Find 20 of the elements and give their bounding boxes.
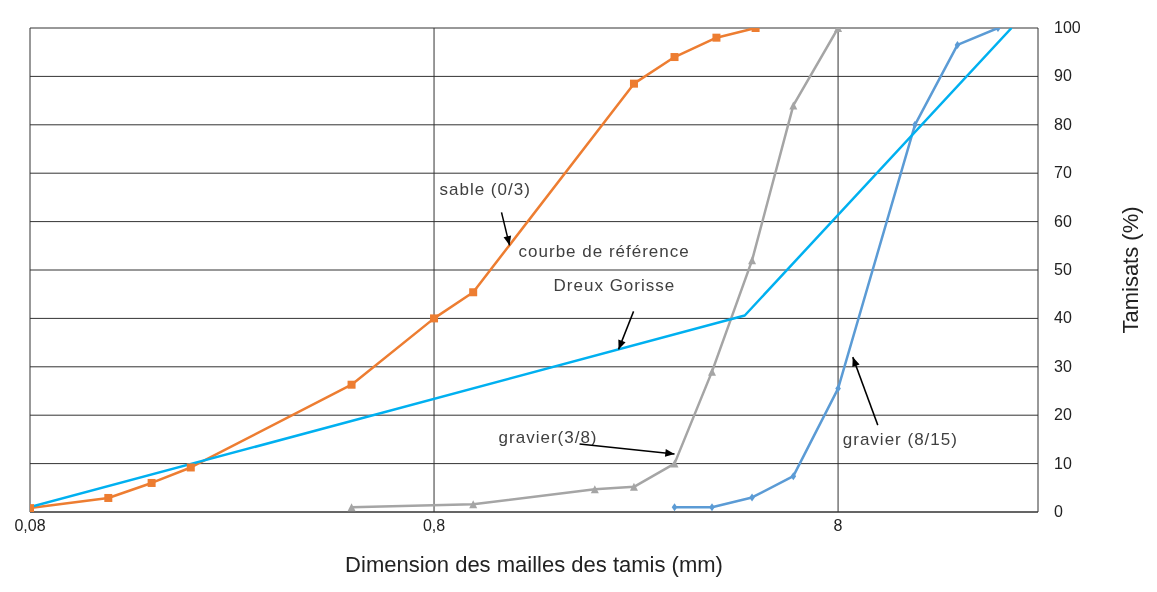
y-tick-label: 0 <box>1054 503 1063 520</box>
annotation: gravier (8/15) <box>842 430 958 450</box>
y-tick-label: 20 <box>1054 406 1072 424</box>
y-tick-label: 10 <box>1054 454 1072 472</box>
y-tick-label: 100 <box>1054 19 1081 36</box>
y-tick-label: 60 <box>1054 212 1072 230</box>
annotation: gravier(3/8) <box>498 427 598 447</box>
annotation: courbe de référence Dreux Gorisse <box>518 242 690 296</box>
y-axis-title: Tamisats (%) <box>1117 206 1143 334</box>
y-tick-label: 40 <box>1054 309 1072 327</box>
x-tick-label: 0,8 <box>422 517 446 535</box>
y-tick-label: 30 <box>1054 357 1072 375</box>
y-tick-label: 50 <box>1054 261 1072 278</box>
x-axis-title: Dimension des mailles des tamis (mm) <box>345 552 723 577</box>
x-tick-label: 0,08 <box>14 517 46 535</box>
annotation: sable (0/3) <box>439 180 531 200</box>
x-tick-label: 8 <box>833 517 843 535</box>
y-tick-label: 90 <box>1054 67 1072 85</box>
y-tick-label: 70 <box>1054 164 1072 182</box>
y-tick-label: 80 <box>1054 115 1072 133</box>
